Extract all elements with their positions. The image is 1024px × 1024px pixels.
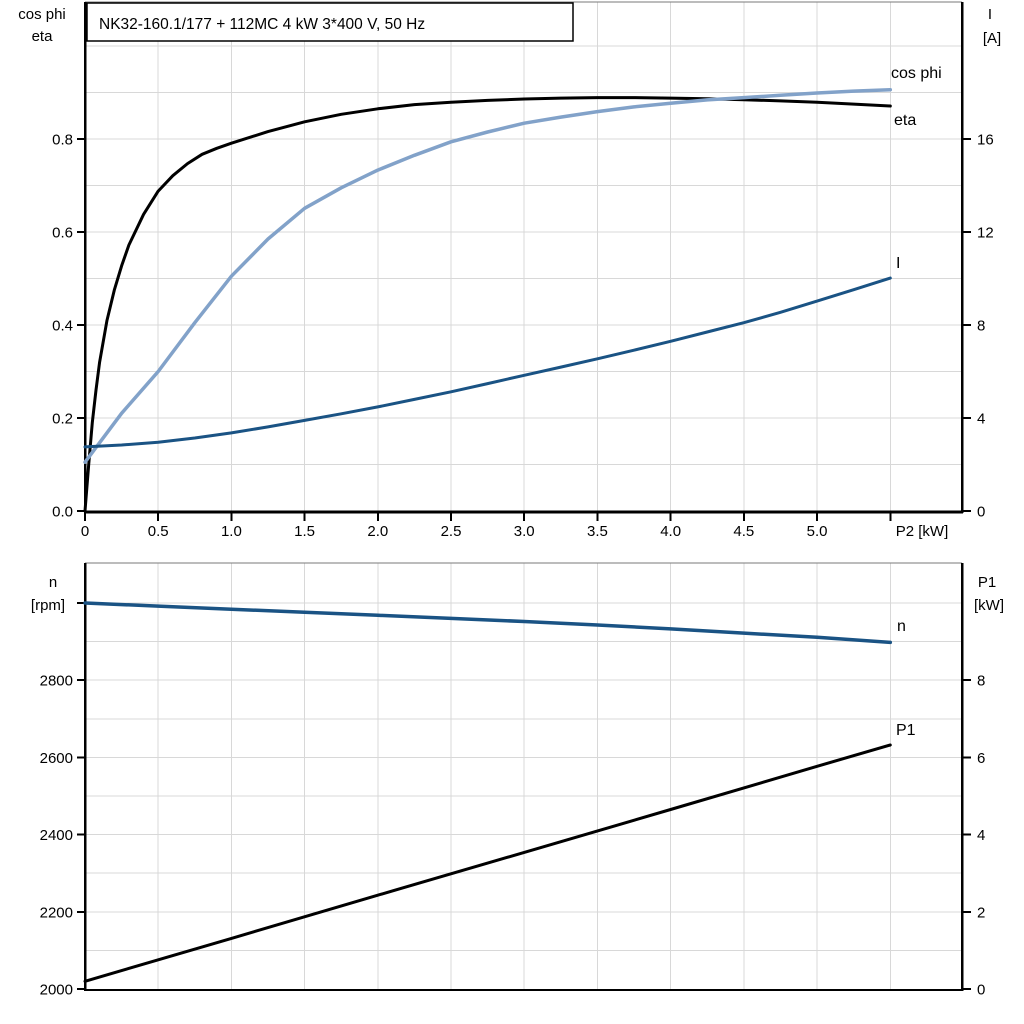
right-tick-label: 4	[977, 827, 985, 844]
x-tick-label: 0	[81, 523, 89, 540]
top-chart: 0.0 0.2 0.4 0.6 0.8 0 4 8 12 16 0 0.5 1.0 1.5 2.0 2.5 3.…	[52, 1, 994, 540]
top-left-axis-title-eta: eta	[32, 28, 54, 45]
bottom-right-axis-title-p1: P1	[978, 574, 996, 591]
x-tick-label: 1.5	[294, 523, 315, 540]
top-right-axis-title-amps-unit: [A]	[983, 30, 1001, 47]
eta-curve	[83, 96, 892, 513]
x-tick-label: 2.5	[441, 523, 462, 540]
top-right-axis-title-i: I	[988, 6, 992, 23]
x-tick-label: 2.0	[367, 523, 388, 540]
title-box: NK32-160.1/177 + 112MC 4 kW 3*400 V, 50 …	[86, 2, 574, 42]
x-axis-title-p2-kw: P2 [kW]	[896, 523, 949, 540]
eta-curve-label: eta	[894, 112, 916, 129]
top-left-axis-title-cos-phi: cos phi	[18, 6, 66, 23]
grid	[85, 2, 962, 511]
bottom-left-axis-title-rpm-unit: [rpm]	[31, 597, 65, 614]
right-tick-label: 8	[977, 673, 985, 690]
left-tick-label: 2600	[40, 750, 73, 767]
left-tick-label: 0.0	[52, 504, 73, 521]
frame	[83, 562, 964, 991]
right-tick-label: 12	[977, 225, 994, 242]
x-tick-label: 4.5	[733, 523, 754, 540]
right-tick-label: 16	[977, 132, 994, 149]
grid	[85, 563, 962, 989]
x-tick-label: 3.5	[587, 523, 608, 540]
cos-phi-curve-label: cos phi	[891, 65, 942, 82]
ticks: 2000 2200 2400 2600 2800 0 2 4 6 8	[40, 601, 985, 999]
p1-curve-label: P1	[896, 722, 916, 739]
i-curve-label: I	[896, 255, 900, 272]
x-tick-label: 0.5	[148, 523, 169, 540]
left-tick-label: 2800	[40, 673, 73, 690]
left-tick-label: 0.6	[52, 224, 73, 241]
x-tick-label: 3.0	[514, 523, 535, 540]
cos-phi-curve	[83, 87, 893, 464]
i-curve	[83, 276, 892, 449]
title-box-frame	[86, 2, 574, 42]
left-tick-label: 0.4	[52, 317, 73, 334]
n-curve	[83, 601, 893, 645]
right-tick-label: 4	[977, 411, 985, 428]
right-tick-label: 8	[977, 318, 985, 335]
right-tick-label: 2	[977, 904, 985, 921]
left-tick-label: 2000	[40, 982, 73, 999]
bottom-chart: 2000 2200 2400 2600 2800 0 2 4 6 8 n P1	[40, 562, 985, 999]
chart-title: NK32-160.1/177 + 112MC 4 kW 3*400 V, 50 …	[99, 16, 425, 33]
x-tick-label: 5.0	[807, 523, 828, 540]
right-tick-label: 0	[977, 504, 985, 521]
bottom-left-axis-title-n: n	[49, 574, 57, 591]
right-tick-label: 6	[977, 750, 985, 767]
x-tick-label: 1.0	[221, 523, 242, 540]
p1-curve	[83, 743, 892, 983]
x-tick-label: 4.0	[660, 523, 681, 540]
n-curve-label: n	[897, 618, 906, 635]
ticks: 0.0 0.2 0.4 0.6 0.8 0 4 8 12 16 0 0.5 1.0 1.5 2.0 2.5 3.…	[52, 131, 994, 540]
left-tick-label: 0.8	[52, 131, 73, 148]
right-tick-label: 0	[977, 982, 985, 999]
left-tick-label: 2200	[40, 904, 73, 921]
bottom-right-axis-title-kw-unit: [kW]	[974, 597, 1004, 614]
left-tick-label: 2400	[40, 827, 73, 844]
left-tick-label: 0.2	[52, 410, 73, 427]
